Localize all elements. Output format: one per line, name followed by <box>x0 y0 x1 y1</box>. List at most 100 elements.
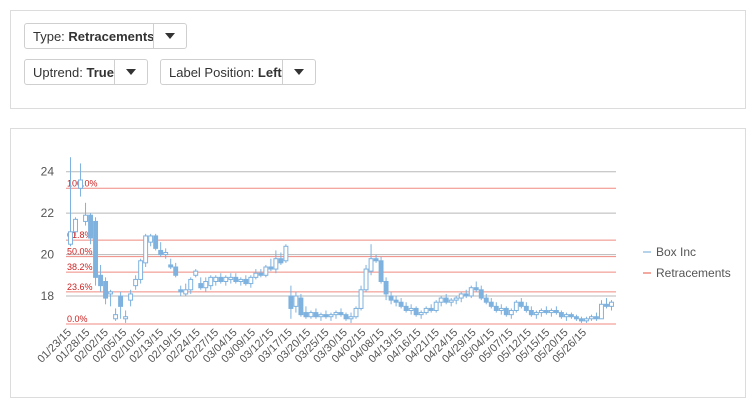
candle-body <box>298 297 304 316</box>
candle-body <box>453 297 459 301</box>
candle-body <box>113 314 119 320</box>
candle-body <box>83 214 88 222</box>
candle-body <box>528 310 534 316</box>
candle-body <box>168 264 174 268</box>
candle-body <box>323 314 329 318</box>
candle-body <box>493 305 499 312</box>
retracement-label: 38.2% <box>67 262 93 272</box>
legend-label: Retracements <box>656 266 731 280</box>
candle-body <box>568 314 574 318</box>
retracement-label: 0.0% <box>67 314 88 324</box>
candle-body <box>573 316 579 320</box>
label-position-dropdown[interactable]: Label Position: Left <box>160 59 316 85</box>
candle-body <box>468 287 474 297</box>
candle-body <box>333 312 339 316</box>
chevron-down-icon[interactable] <box>282 60 315 84</box>
candle-body <box>108 291 114 295</box>
candle-body <box>448 299 454 303</box>
candle-body <box>163 252 169 256</box>
candle-body <box>578 318 584 322</box>
candle-body <box>538 310 544 314</box>
candle-body <box>238 278 244 283</box>
candle-body <box>288 295 294 309</box>
candle-body <box>223 276 229 283</box>
chevron-down-icon[interactable] <box>114 60 147 84</box>
candle-body <box>178 289 184 293</box>
candle-body <box>128 293 134 301</box>
candle-body <box>428 307 434 312</box>
label-position-dropdown-value: Left <box>257 64 282 80</box>
candle-body <box>589 316 594 320</box>
candle-body <box>363 268 369 291</box>
candle-body <box>458 293 464 299</box>
candle-body <box>358 289 364 309</box>
candle-body <box>88 214 93 239</box>
candle-body <box>478 289 484 299</box>
candle-body <box>258 272 264 276</box>
candle-body <box>73 218 78 233</box>
candle-body <box>388 295 394 301</box>
uptrend-dropdown[interactable]: Uptrend: True <box>24 59 148 85</box>
candle-body <box>518 301 524 307</box>
candle-body <box>253 272 259 278</box>
candle-body <box>98 274 104 287</box>
candle-body <box>248 276 254 285</box>
candle-body <box>383 281 389 295</box>
candle-body <box>413 307 419 316</box>
candle-body <box>438 297 444 303</box>
retracement-label: 61.8% <box>67 230 93 240</box>
candle-body <box>408 307 414 312</box>
candle-body <box>293 295 299 307</box>
y-tick-label: 20 <box>41 248 55 262</box>
candle-body <box>263 266 269 276</box>
candle-body <box>188 278 194 291</box>
candle-body <box>548 310 554 314</box>
candle-body <box>348 316 354 320</box>
candle-body <box>513 301 519 311</box>
candle-body <box>273 258 279 270</box>
candle-body <box>353 307 359 318</box>
candle-body <box>318 314 324 318</box>
retracement-label: 50.0% <box>67 247 93 257</box>
candle-body <box>308 312 314 318</box>
type-dropdown[interactable]: Type: Retracements <box>24 23 187 49</box>
candle-body <box>604 303 609 307</box>
candlestick-chart: 24222018100.0%61.8%50.0%38.2%23.6%0.0%01… <box>35 157 731 365</box>
candle-body <box>463 293 469 297</box>
candle-body <box>303 312 309 318</box>
candle-body <box>473 287 479 291</box>
candle-body <box>268 266 274 270</box>
uptrend-dropdown-label: Uptrend: <box>33 64 83 80</box>
candle-body <box>609 301 614 307</box>
candle-body <box>218 276 224 283</box>
chevron-down-icon[interactable] <box>153 24 186 48</box>
candle-body <box>203 281 209 289</box>
candle-body <box>558 312 564 318</box>
candle-body <box>418 312 424 316</box>
candle-body <box>423 307 429 314</box>
candle-body <box>228 276 234 280</box>
candle-body <box>398 301 404 307</box>
candle-body <box>488 301 494 307</box>
candle-body <box>173 266 179 276</box>
candle-body <box>233 276 239 283</box>
candle-body <box>368 258 374 272</box>
candle-body <box>599 303 604 320</box>
y-tick-label: 22 <box>41 206 55 220</box>
candle-body <box>143 235 149 264</box>
candle-body <box>123 316 129 320</box>
candle-body <box>533 312 539 316</box>
candle-body <box>553 310 559 314</box>
candle-body <box>133 278 139 287</box>
candle-body <box>393 299 399 303</box>
uptrend-dropdown-value: True <box>86 64 114 80</box>
candle-body <box>403 305 409 312</box>
candle-body <box>373 258 379 262</box>
candle-body <box>543 310 549 314</box>
legend-label: Box Inc <box>656 245 696 259</box>
candle-body <box>198 283 204 289</box>
chart-panel: 24222018100.0%61.8%50.0%38.2%23.6%0.0%01… <box>10 128 746 398</box>
candle-body <box>118 295 124 307</box>
candle-body <box>153 235 159 249</box>
candle-body <box>343 314 349 320</box>
